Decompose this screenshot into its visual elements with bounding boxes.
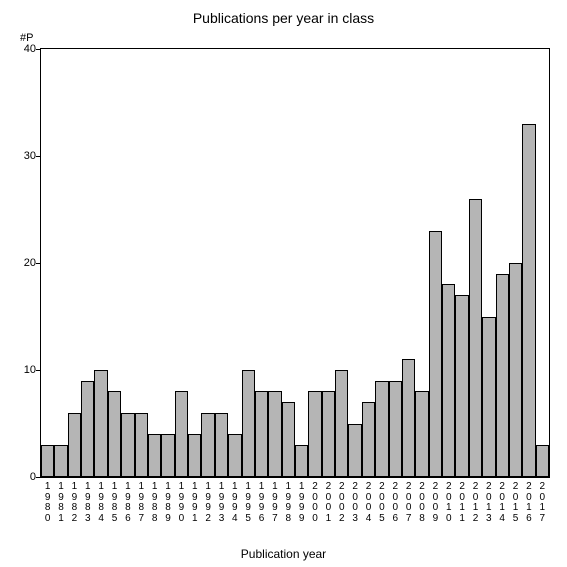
x-tick-label: 2009 [429, 482, 442, 524]
bar [188, 434, 201, 477]
x-tick-label: 1999 [295, 482, 308, 524]
x-tick-label: 1994 [228, 482, 241, 524]
bar [455, 295, 468, 477]
bar [268, 391, 281, 477]
x-tick-label: 1996 [255, 482, 268, 524]
bar [54, 445, 67, 477]
chart-title: Publications per year in class [0, 10, 567, 26]
bar [108, 391, 121, 477]
bar [389, 381, 402, 477]
plot-area [40, 48, 550, 478]
x-tick-label: 1990 [175, 482, 188, 524]
bar [148, 434, 161, 477]
y-tick-label: 30 [24, 150, 36, 162]
bar [442, 284, 455, 477]
bar [228, 434, 241, 477]
bar [362, 402, 375, 477]
x-tick-label: 1997 [268, 482, 281, 524]
bar [161, 434, 174, 477]
bar [536, 445, 549, 477]
x-tick-label: 1988 [148, 482, 161, 524]
y-tick-label: 20 [24, 257, 36, 269]
x-tick-label: 2005 [375, 482, 388, 524]
x-tick-label: 2011 [456, 482, 469, 524]
x-tick-label: 2002 [335, 482, 348, 524]
y-tick-label: 10 [24, 364, 36, 376]
bars-group [41, 49, 549, 477]
bar [242, 370, 255, 477]
x-tick-label: 2016 [522, 482, 535, 524]
bar [482, 317, 495, 478]
bar [415, 391, 428, 477]
bar [308, 391, 321, 477]
x-tick-label: 1984 [95, 482, 108, 524]
bar [135, 413, 148, 477]
bar [295, 445, 308, 477]
bar [201, 413, 214, 477]
x-tick-label: 2010 [442, 482, 455, 524]
x-tick-label: 1998 [282, 482, 295, 524]
x-tick-label: 2015 [509, 482, 522, 524]
x-tick-label: 1991 [188, 482, 201, 524]
x-tick-label: 1980 [41, 482, 54, 524]
bar [375, 381, 388, 477]
x-tick-label: 1982 [68, 482, 81, 524]
x-tick-label: 2000 [309, 482, 322, 524]
y-tick-label: 40 [24, 43, 36, 55]
bar [282, 402, 295, 477]
y-ticks: 010203040 [0, 48, 40, 478]
x-tick-label: 2017 [536, 482, 549, 524]
x-tick-label: 1993 [215, 482, 228, 524]
x-tick-label: 1987 [135, 482, 148, 524]
bar [469, 199, 482, 477]
bar [94, 370, 107, 477]
bar [429, 231, 442, 477]
chart-container: Publications per year in class #P 010203… [0, 0, 567, 567]
x-tick-label: 1981 [55, 482, 68, 524]
bar [215, 413, 228, 477]
x-tick-label: 1986 [121, 482, 134, 524]
x-tick-label: 1992 [202, 482, 215, 524]
bar [41, 445, 54, 477]
x-tick-label: 2003 [349, 482, 362, 524]
bar [121, 413, 134, 477]
bar [255, 391, 268, 477]
bar [496, 274, 509, 477]
bar [348, 424, 361, 478]
x-tick-label: 1995 [242, 482, 255, 524]
bar [175, 391, 188, 477]
x-tick-label: 2013 [482, 482, 495, 524]
bar [335, 370, 348, 477]
x-tick-label: 1985 [108, 482, 121, 524]
x-tick-label: 2007 [402, 482, 415, 524]
x-tick-label: 1989 [162, 482, 175, 524]
x-tick-label: 2014 [496, 482, 509, 524]
x-tick-label: 2001 [322, 482, 335, 524]
bar [68, 413, 81, 477]
x-tick-label: 2008 [416, 482, 429, 524]
bar [81, 381, 94, 477]
x-tick-label: 2004 [362, 482, 375, 524]
x-axis-label: Publication year [0, 547, 567, 561]
x-tick-label: 2006 [389, 482, 402, 524]
bar [322, 391, 335, 477]
bar [509, 263, 522, 477]
bar [522, 124, 535, 477]
x-tick-label: 2012 [469, 482, 482, 524]
bar [402, 359, 415, 477]
x-tick-label: 1983 [81, 482, 94, 524]
x-ticks: 1980198119821983198419851986198719881989… [40, 478, 550, 548]
